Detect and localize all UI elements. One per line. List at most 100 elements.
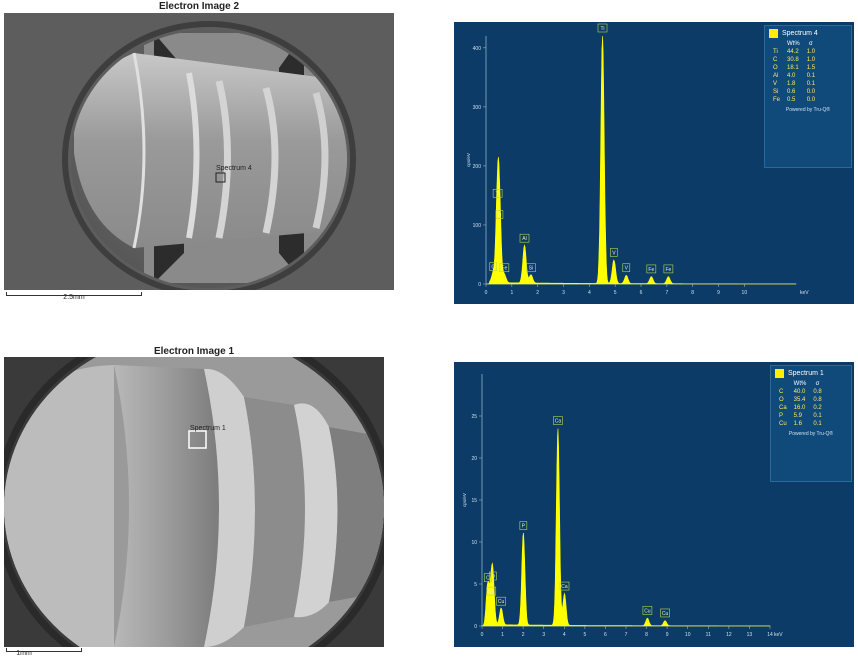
peak-label-box xyxy=(492,189,503,198)
x-tick-label: 9 xyxy=(666,632,669,638)
legend-row: Al 4.0 0.1 xyxy=(771,72,820,80)
x-tick-label: 0 xyxy=(485,290,488,296)
legend-wt: 35.4 xyxy=(793,397,806,403)
spectrum-top-panel: 0 100 200 300 400 0 1 2 3 4 5 6 7 8 9 10 keV cps/eV C Ti O Fe… xyxy=(454,22,854,304)
legend-element: Ca xyxy=(779,405,787,411)
legend-sigma: 0.8 xyxy=(813,397,822,403)
peak-label: Ca xyxy=(561,584,568,590)
legend-element: O xyxy=(779,397,784,403)
sem-bottom-scalebar: 1mm xyxy=(6,648,82,660)
sem-bottom-title: Electron Image 1 xyxy=(153,346,235,357)
legend-wt: 18.1 xyxy=(787,65,799,71)
y-tick-label: 300 xyxy=(473,105,482,111)
legend-row: V 1.8 0.1 xyxy=(771,80,820,88)
x-tick-label: 3 xyxy=(562,290,565,296)
peak-label-box xyxy=(499,263,510,273)
sem-top-title: Electron Image 2 xyxy=(158,1,240,12)
x-tick-label: 4 xyxy=(588,290,591,296)
x-tick-label: 11 xyxy=(706,632,711,638)
peak-label: O xyxy=(497,213,501,219)
sem-top-scalebar: 2.5mm xyxy=(6,292,142,306)
peak-label: V xyxy=(612,250,616,256)
x-tick-label: 5 xyxy=(583,632,586,638)
legend-sigma: 1.0 xyxy=(806,49,816,55)
legend-sigma: 0.1 xyxy=(813,421,822,427)
legend-element: Si xyxy=(773,89,779,95)
sem-top-micrograph: Spectrum 4 xyxy=(4,13,394,290)
legend-table: Wt% σ Ti 44.2 1.0 C 30.8 1.0 O 18.1 1.5 Al 4.0 0.1 V 1… xyxy=(771,40,820,104)
peak-label-box xyxy=(489,571,497,581)
x-tick-label: 10 xyxy=(742,290,748,296)
y-tick-label: 100 xyxy=(473,223,482,229)
sem-top-spectrum-box xyxy=(215,172,226,183)
y-tick-label: 200 xyxy=(473,164,482,170)
x-tick-label: 1 xyxy=(501,632,504,638)
legend-element: O xyxy=(773,65,778,71)
legend-swatch xyxy=(775,369,784,378)
legend-sigma: 1.5 xyxy=(806,65,816,71)
sem-top-spectrum-label: Spectrum 4 xyxy=(216,165,252,172)
spectrum-bottom-panel: 0 5 10 15 20 25 0 1 2 3 4 5 6 7 8 9 10 11 12 13 14 keV cps/eV C… xyxy=(454,362,854,647)
y-tick-label: 0 xyxy=(474,624,477,630)
y-tick-label: 0 xyxy=(478,282,481,288)
peak-label: Fe xyxy=(665,267,671,273)
legend-row: Ti 44.2 1.0 xyxy=(771,48,820,56)
x-tick-label: 12 xyxy=(726,632,732,638)
peak-label: Cu xyxy=(644,608,651,614)
y-tick-label: 25 xyxy=(471,414,477,420)
peak-label-box xyxy=(642,606,653,615)
y-tick-label: 400 xyxy=(473,46,482,52)
legend-wt: 1.6 xyxy=(793,421,803,427)
peak-label: Al xyxy=(522,236,526,242)
peak-label-box xyxy=(622,263,631,273)
peak-label: Ca xyxy=(555,419,562,425)
legend-sigma: 1.0 xyxy=(806,57,816,63)
peak-label-box xyxy=(660,608,670,618)
x-tick-label: 6 xyxy=(604,632,607,638)
legend-element: C xyxy=(779,389,784,395)
sem-bottom-image: Spectrum 1 xyxy=(4,357,384,647)
legend-sigma: 0.2 xyxy=(813,405,822,411)
peak-label: Ti xyxy=(496,191,500,197)
legend-row: Si 0.6 0.0 xyxy=(771,88,820,96)
spectrum-series xyxy=(486,35,797,285)
peak-label-box xyxy=(519,521,528,530)
peak-label: Si xyxy=(529,266,533,272)
y-axis-label: cps/eV xyxy=(462,493,467,507)
x-tick-label: 3 xyxy=(542,632,545,638)
legend-wt: 0.5 xyxy=(787,97,796,103)
x-tick-label: 0 xyxy=(481,632,484,638)
peak-label-box xyxy=(553,416,563,425)
legend-row: O 18.1 1.5 xyxy=(771,64,820,72)
peak-label-box xyxy=(486,586,497,596)
peak-label: Cu xyxy=(498,599,505,605)
legend-sigma: 0.1 xyxy=(806,81,816,87)
y-tick-label: 10 xyxy=(471,540,477,546)
legend-wt: 16.0 xyxy=(793,405,806,411)
sem-top-scale-label: 2.5mm xyxy=(63,294,85,301)
x-tick-label: 6 xyxy=(640,290,643,296)
peak-label: P xyxy=(522,524,526,530)
sem-bottom-scale-label: 1mm xyxy=(16,650,32,657)
legend-element: P xyxy=(779,413,784,419)
peak-label-box xyxy=(519,233,530,243)
x-tick-label: 8 xyxy=(645,632,648,638)
legend-element: Al xyxy=(773,73,779,79)
peak-label-box xyxy=(646,264,657,274)
x-tick-label: 2 xyxy=(536,290,539,296)
peak-label: C xyxy=(491,265,495,271)
x-tick-label: 1 xyxy=(510,290,513,296)
peak-label-box xyxy=(559,581,570,591)
legend-row: C 40.0 0.8 xyxy=(777,388,827,396)
legend-wt: 1.8 xyxy=(787,81,796,87)
peak-label: Fe xyxy=(501,266,507,272)
legend-wt: 5.9 xyxy=(793,413,803,419)
legend-row: Fe 0.5 0.0 xyxy=(771,96,820,104)
spectrum-top-chart: 0 100 200 300 400 0 1 2 3 4 5 6 7 8 9 10 keV cps/eV C Ti O Fe… xyxy=(466,23,809,296)
legend-sigma: 0.0 xyxy=(806,89,816,95)
peak-label-box xyxy=(489,262,498,271)
sem-bottom-micrograph: Spectrum 1 xyxy=(4,357,384,647)
legend-element: Cu xyxy=(779,421,787,427)
spectrum-series xyxy=(481,428,771,627)
legend-row: P 5.9 0.1 xyxy=(777,412,827,420)
